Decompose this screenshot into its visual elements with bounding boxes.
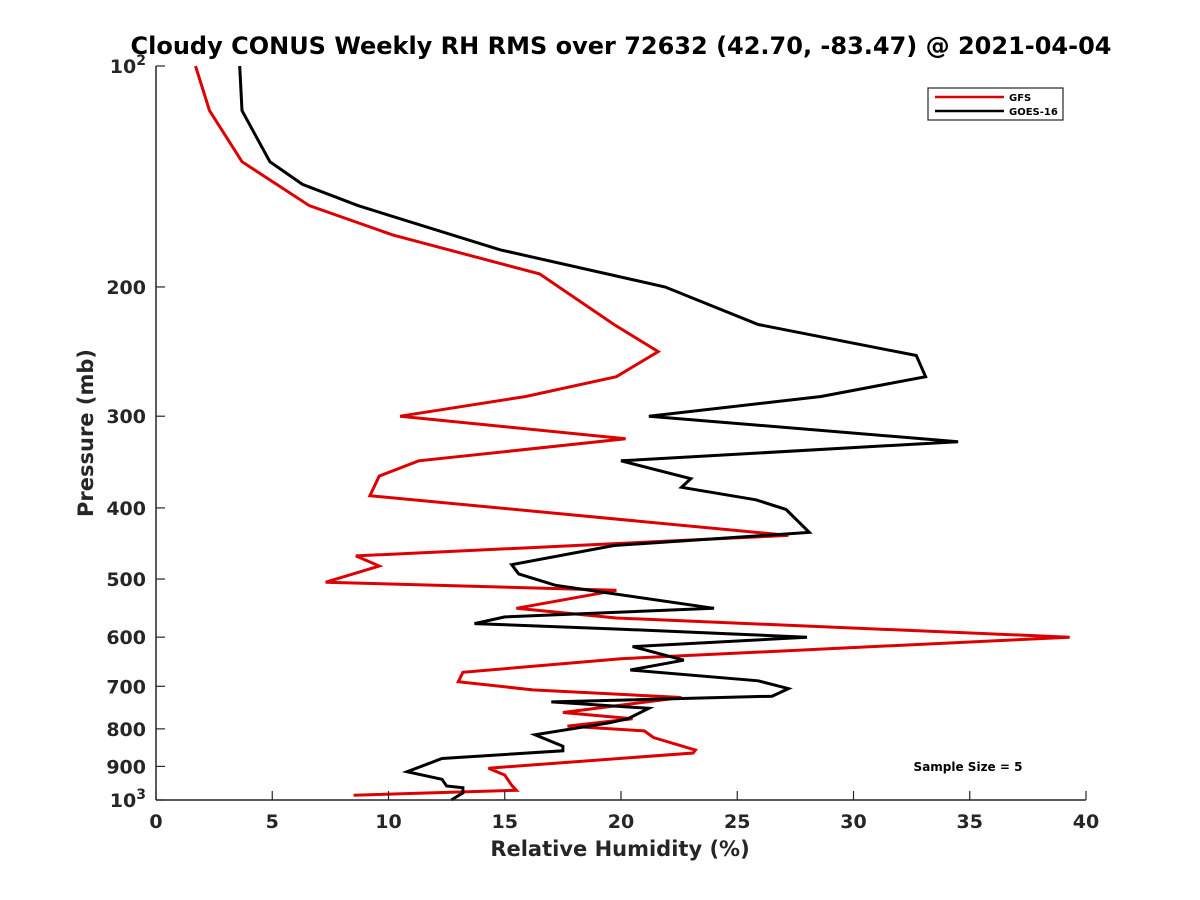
chart-title: Cloudy CONUS Weekly RH RMS over 72632 (4…: [131, 32, 1112, 60]
y-tick-label: 200: [106, 277, 146, 299]
series-line-goes-16: [238, 65, 959, 802]
sample-size-annotation: Sample Size = 5: [914, 760, 1023, 774]
y-tick-label: 102: [110, 53, 146, 78]
legend-label: GFS: [1009, 93, 1031, 104]
x-axis: 0 5 10 15 20 25 30 35 40: [149, 791, 1099, 833]
x-tick-label: 0: [149, 811, 162, 833]
y-tick-label: 500: [106, 569, 146, 591]
legend-box: [927, 87, 1064, 121]
legend-label: GOES-16: [1009, 107, 1058, 118]
y-axis: 102 200 300 400 500 600 700 800 900 103: [106, 53, 165, 812]
y-tick-label: 700: [106, 676, 146, 698]
y-tick-label: 300: [106, 406, 146, 428]
x-axis-label: Relative Humidity (%): [490, 837, 749, 861]
plot-area: [194, 65, 1070, 802]
series-line-gfs: [194, 65, 1070, 797]
y-tick-label: 900: [106, 756, 146, 778]
y-tick-label: 103: [110, 787, 146, 812]
x-tick-label: 30: [840, 811, 866, 833]
x-tick-label: 5: [266, 811, 279, 833]
x-tick-label: 10: [375, 811, 401, 833]
x-tick-label: 40: [1073, 811, 1099, 833]
x-tick-label: 20: [608, 811, 634, 833]
x-tick-label: 25: [724, 811, 750, 833]
y-tick-label: 800: [106, 719, 146, 741]
x-tick-label: 35: [957, 811, 983, 833]
y-axis-label: Pressure (mb): [74, 349, 98, 517]
x-tick-label: 15: [492, 811, 518, 833]
legend: GFS GOES-16: [927, 87, 1064, 121]
y-tick-label: 600: [106, 627, 146, 649]
y-tick-label: 400: [106, 498, 146, 520]
